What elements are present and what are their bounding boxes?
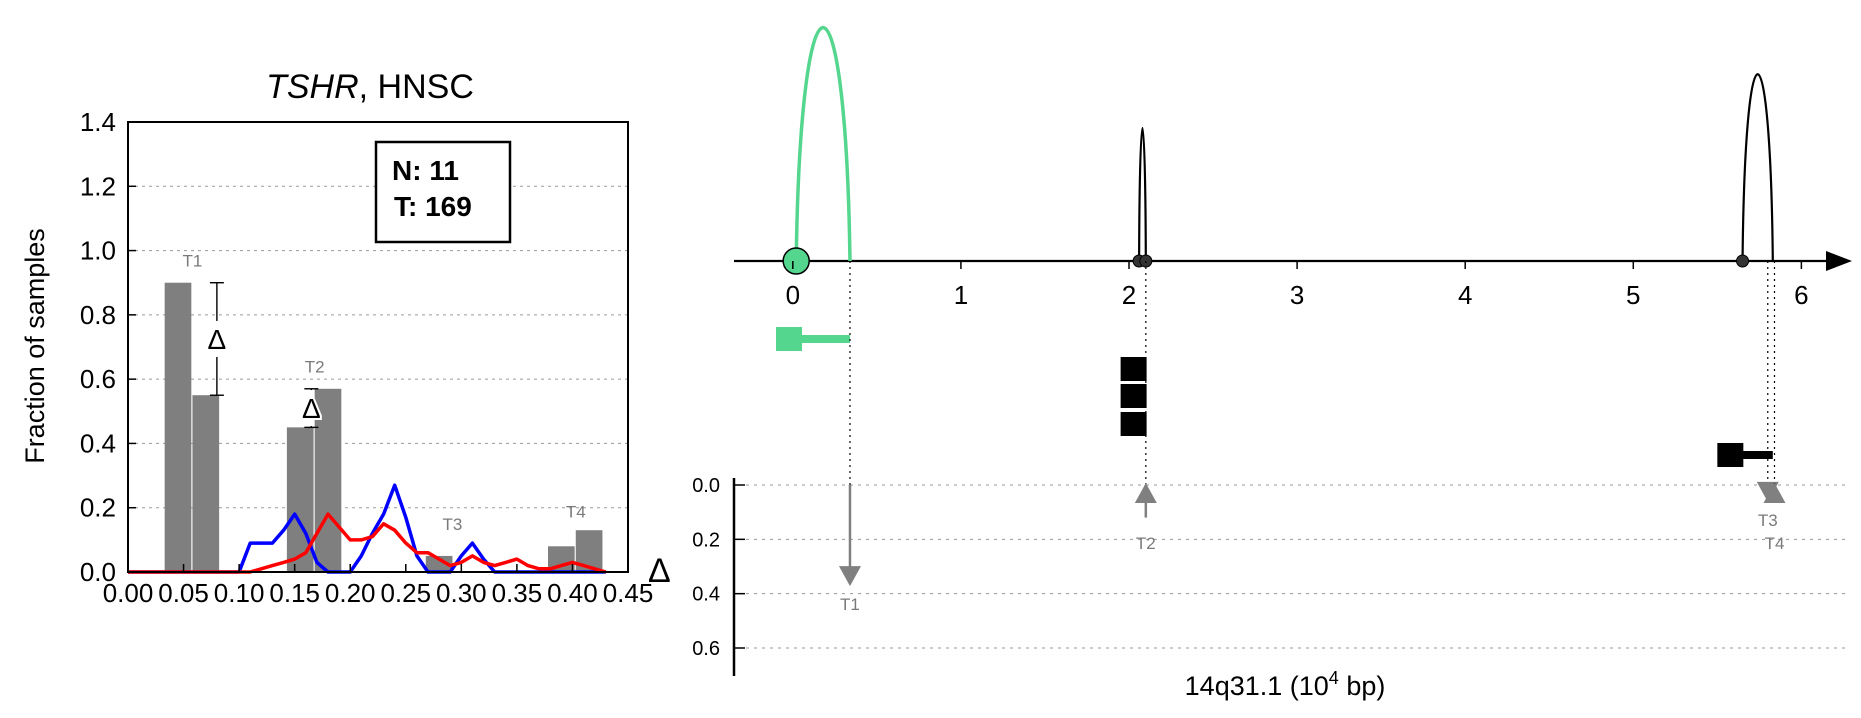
genomic-tick-label: 2 (1122, 280, 1136, 310)
axis-arrowhead (1826, 251, 1852, 271)
splice-arc (1138, 127, 1147, 262)
right-tick-labels: 0.0 0.2 0.4 0.6 0 1 2 3 4 5 6 (692, 261, 1809, 660)
left-delta-annotations: ΔΔ (206, 282, 323, 429)
caption-units-exp: 4 (1329, 668, 1339, 688)
peak-label: T2 (305, 358, 325, 377)
genomic-tick-label: 0 (786, 280, 800, 310)
y-tick-label: 0.2 (80, 493, 116, 523)
x-tick-label: 0.40 (547, 578, 598, 608)
transcript-intron-bar (1140, 420, 1146, 428)
delta-axis-symbol: Δ (648, 552, 671, 590)
y-tick-label: 0.0 (80, 557, 116, 587)
left-peak-labels: T1 T2 T3 T4 (183, 252, 586, 535)
x-tick-label: 0.35 (492, 578, 543, 608)
highlighted-node (782, 247, 810, 275)
left-axes (127, 121, 629, 573)
y-tick-label: 1.0 (80, 236, 116, 266)
y-tick-label: 1.4 (80, 107, 116, 137)
right-nodes (782, 247, 1750, 275)
title-rest: , HNSC (359, 68, 474, 106)
histogram-bar (314, 388, 342, 572)
legend-normal-count: N: 11 (392, 155, 459, 186)
delta-label: T1 (840, 595, 860, 614)
delta-label: T3 (1758, 511, 1778, 530)
lower-y-tick-label: 0.2 (692, 529, 720, 551)
right-locus-panel: T1 T2 T3 T4 0.0 0.2 0.4 0.6 0 1 2 3 4 5 6 14q31.1 (10… (692, 25, 1852, 701)
delta-symbol: Δ (208, 324, 227, 355)
delta-arrow-down (838, 566, 861, 587)
x-tick-label: 0.25 (380, 578, 431, 608)
legend-tumor-count: T: 169 (394, 191, 472, 222)
genomic-tick-label: 4 (1458, 280, 1472, 310)
lower-y-tick-label: 0.0 (692, 475, 720, 497)
splice-arc (794, 25, 852, 262)
peak-label: T3 (443, 515, 463, 534)
y-tick-label: 1.2 (80, 171, 116, 201)
delta-label: T2 (1136, 534, 1156, 553)
right-genomic-axis (732, 251, 1852, 676)
y-tick-label: 0.6 (80, 364, 116, 394)
delta-symbol: Δ (302, 393, 321, 424)
y-tick-label: 0.8 (80, 300, 116, 330)
genomic-tick-label: 1 (954, 280, 968, 310)
x-tick-label: 0.10 (214, 578, 265, 608)
right-splice-arcs (794, 25, 1774, 262)
histogram-bar (425, 555, 453, 572)
transcript-intron-bar (796, 335, 850, 343)
transcript-intron-bar (1737, 451, 1773, 459)
x-tick-label: 0.20 (325, 578, 376, 608)
left-bars (164, 282, 603, 572)
histogram-bar (286, 427, 314, 572)
y-tick-label: 0.4 (80, 428, 116, 458)
left-tick-labels: 0.0 0.2 0.4 0.6 0.8 1.0 1.2 1.4 0.00 0.05 0.10 0.15… (80, 107, 653, 608)
x-tick-label: 0.30 (436, 578, 487, 608)
transcript-intron-bar (1140, 392, 1146, 400)
legend-frame (374, 140, 512, 244)
caption-units-tail: bp) (1339, 671, 1386, 701)
peak-label: T1 (183, 252, 203, 271)
legend-box: N: 11 T: 169 (374, 140, 512, 244)
x-axis-caption: 14q31.1 (104 bp) (1185, 668, 1386, 701)
tumor-density-line (128, 512, 607, 574)
caption-units: (10 (1282, 671, 1329, 701)
genomic-tick-label: 6 (1794, 280, 1808, 310)
delta-label: T4 (1765, 534, 1785, 553)
right-gridlines (738, 484, 1845, 649)
x-tick-label: 0.05 (158, 578, 209, 608)
genomic-tick-label: 5 (1626, 280, 1640, 310)
splice-arc (1741, 73, 1774, 262)
transcript-intron-bar (1140, 365, 1146, 373)
histogram-bar (192, 395, 220, 572)
delta-arrow-up (1134, 483, 1157, 503)
delta-arrow-up (1763, 483, 1786, 503)
x-tick-label: 0.00 (103, 578, 154, 608)
right-delta-markers: T1 T2 T3 T4 (838, 261, 1786, 614)
y-axis-label: Fraction of samples (20, 228, 50, 464)
lower-y-tick-label: 0.4 (692, 584, 720, 606)
plot-frame (127, 121, 629, 573)
right-transcripts (776, 327, 1773, 467)
caption-locus: 14q31.1 (1185, 671, 1283, 701)
x-tick-label: 0.45 (603, 578, 654, 608)
chart-title: TSHR, HNSC (266, 68, 474, 106)
x-tick-label: 0.15 (269, 578, 320, 608)
genomic-tick-label: 3 (1290, 280, 1304, 310)
title-gene: TSHR (266, 68, 359, 106)
lower-y-tick-label: 0.6 (692, 638, 720, 660)
peak-label: T4 (566, 502, 586, 521)
histogram-bar (164, 282, 192, 572)
junction-node (1736, 254, 1750, 268)
